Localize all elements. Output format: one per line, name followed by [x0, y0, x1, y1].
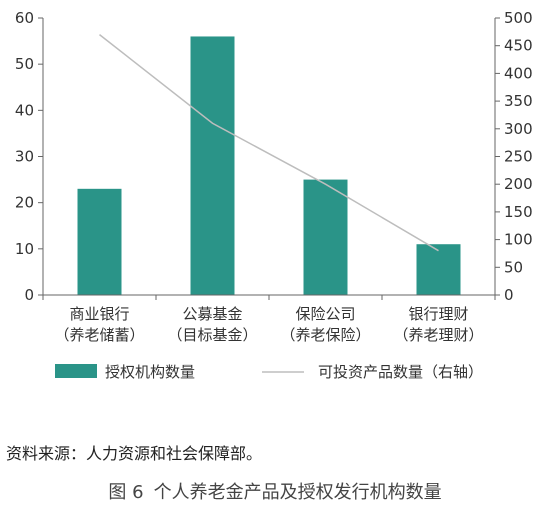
right-tick-label: 300 [504, 120, 533, 138]
right-tick-label: 450 [504, 37, 533, 55]
left-tick-label: 0 [24, 286, 34, 304]
right-tick-label: 50 [504, 258, 523, 276]
category-label-line2: （养老储蓄） [54, 326, 144, 344]
category-label-line2: （养老保险） [280, 326, 370, 344]
category-label-line2: （目标基金） [167, 326, 257, 344]
bar-series [77, 36, 461, 295]
bar [190, 36, 235, 295]
right-tick-label: 200 [504, 175, 533, 193]
bar [77, 188, 122, 295]
category-label-line1: 商业银行 [69, 305, 129, 323]
right-tick-label: 0 [504, 286, 514, 304]
figure-title: 个人养老金产品及授权发行机构数量 [153, 482, 442, 503]
right-tick-label: 500 [504, 9, 533, 27]
left-y-axis: 0 10 20 30 40 50 60 [15, 9, 44, 304]
bar [303, 179, 348, 295]
category-label-line1: 公募基金 [182, 305, 242, 323]
category-label-line1: 银行理财 [408, 305, 468, 323]
left-tick-label: 30 [15, 148, 34, 166]
left-tick-label: 60 [15, 9, 34, 27]
legend-bar-swatch [55, 364, 97, 378]
left-tick-label: 10 [15, 240, 34, 258]
right-y-axis: 0 50 100 150 200 250 300 350 400 450 500 [494, 9, 533, 304]
right-tick-label: 250 [504, 148, 533, 166]
left-tick-label: 20 [15, 194, 34, 212]
line-series-path [99, 34, 439, 252]
right-tick-label: 350 [504, 92, 533, 110]
bar [416, 244, 461, 295]
category-label-line1: 保险公司 [295, 305, 355, 323]
chart-svg: 0 10 20 30 40 50 60 0 50 100 150 200 250 300 350 400 45… [15, 9, 533, 381]
legend-bar-label: 授权机构数量 [105, 363, 195, 381]
figure-caption: 图 6 个人养老金产品及授权发行机构数量 [0, 478, 550, 504]
line-series [99, 34, 439, 252]
figure-number: 图 6 [108, 482, 144, 503]
category-label-line2: （养老理财） [393, 326, 483, 344]
legend: 授权机构数量 可投资产品数量（右轴） [55, 363, 483, 381]
right-tick-label: 100 [504, 231, 533, 249]
source-note: 资料来源：人力资源和社会保障部。 [6, 444, 263, 463]
left-tick-label: 50 [15, 55, 34, 73]
legend-line-label: 可投资产品数量（右轴） [318, 363, 483, 381]
left-tick-label: 40 [15, 101, 34, 119]
x-axis: 商业银行 （养老储蓄） 公募基金 （目标基金） 保险公司 （养老保险） 银行理财 （养老理财） [42, 294, 496, 344]
right-tick-label: 400 [504, 64, 533, 82]
right-tick-label: 150 [504, 203, 533, 221]
